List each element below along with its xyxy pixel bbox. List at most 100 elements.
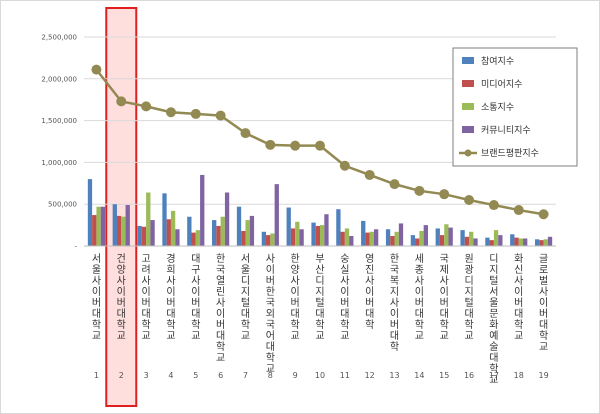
bar bbox=[369, 231, 374, 246]
bar bbox=[290, 228, 296, 246]
bar bbox=[236, 206, 242, 246]
bar bbox=[324, 214, 329, 246]
legend-swatch bbox=[462, 126, 474, 133]
bar bbox=[498, 235, 503, 246]
bar bbox=[141, 226, 147, 246]
bar bbox=[473, 238, 478, 246]
rank-label: 16 bbox=[464, 371, 474, 380]
bar bbox=[100, 206, 106, 246]
bar bbox=[175, 229, 180, 246]
bar bbox=[162, 193, 167, 246]
bar bbox=[116, 215, 122, 246]
line-point bbox=[464, 195, 475, 206]
bar bbox=[534, 239, 540, 246]
rank-label: 2 bbox=[119, 371, 124, 380]
rank-label: 4 bbox=[168, 371, 173, 380]
bar bbox=[415, 238, 420, 246]
line-point bbox=[165, 107, 176, 118]
bar bbox=[336, 209, 341, 246]
legend-label: 브랜드평판지수 bbox=[481, 148, 539, 159]
line-point bbox=[414, 185, 425, 196]
y-tick-label: 500,000 bbox=[48, 201, 77, 209]
bar-series bbox=[87, 174, 553, 246]
legend-swatch bbox=[462, 103, 474, 110]
bar bbox=[195, 230, 201, 246]
bar bbox=[385, 229, 391, 246]
line-point bbox=[116, 96, 127, 107]
bar bbox=[187, 216, 192, 246]
legend-item: 참여지수 bbox=[462, 55, 514, 67]
bar bbox=[121, 216, 126, 246]
bar bbox=[349, 235, 354, 246]
line-point bbox=[190, 108, 201, 119]
bar bbox=[435, 228, 440, 246]
rank-label: 1 bbox=[94, 371, 99, 380]
highlight-box bbox=[105, 7, 138, 407]
bar bbox=[543, 239, 548, 246]
rank-label: 15 bbox=[439, 371, 449, 380]
bar bbox=[295, 221, 300, 246]
rank-label: 14 bbox=[414, 371, 424, 380]
bar bbox=[340, 231, 345, 246]
rank-label: 8 bbox=[268, 371, 273, 380]
bar bbox=[96, 206, 101, 246]
bar bbox=[299, 229, 304, 246]
y-tick-label: 2,500,000 bbox=[41, 34, 77, 42]
rank-label: 13 bbox=[389, 371, 399, 380]
line-point bbox=[215, 110, 226, 121]
rank-label: 5 bbox=[193, 371, 198, 380]
bar bbox=[365, 232, 370, 246]
bar bbox=[518, 238, 524, 246]
line-point bbox=[513, 205, 524, 216]
bar bbox=[216, 225, 221, 246]
rank-label: 7 bbox=[243, 371, 248, 380]
legend-item: 커뮤니티지수 bbox=[462, 125, 531, 136]
bar bbox=[448, 227, 453, 246]
category-labels: 서 울 사 이 버 대 학 교 건 양 사 이 버 대 학 교 고 려 사 이 버 대 학 교 경 희 사 이 버 대 학 교 대 구 사 이 버 대 학 교… bbox=[92, 252, 548, 386]
bar bbox=[510, 234, 515, 246]
line-point bbox=[91, 64, 102, 75]
line-point bbox=[364, 169, 375, 180]
rank-label: 19 bbox=[538, 371, 548, 380]
legend-item: 소통지수 bbox=[462, 102, 514, 113]
legend-item: 미디어지수 bbox=[462, 79, 522, 90]
rank-label: 9 bbox=[293, 371, 298, 380]
bar bbox=[419, 230, 424, 246]
legend-swatch bbox=[462, 57, 474, 64]
line-point bbox=[339, 160, 350, 171]
y-tick-label: 2,000,000 bbox=[41, 75, 77, 83]
bar bbox=[373, 229, 379, 246]
bar bbox=[320, 225, 325, 246]
line-point bbox=[488, 200, 499, 211]
line-point bbox=[389, 179, 400, 190]
rank-labels: 1 2 3 4 5 6 7 8 9 10 11 12 13 14 15 16 17 18 19 bbox=[94, 371, 549, 380]
bar bbox=[286, 207, 291, 246]
legend-label: 참여지수 bbox=[481, 55, 514, 67]
rank-label: 11 bbox=[340, 371, 350, 380]
legend-item: 브랜드평판지수 bbox=[459, 148, 539, 159]
bar bbox=[166, 219, 171, 246]
bar bbox=[469, 231, 474, 246]
line-point bbox=[240, 128, 251, 139]
line-series bbox=[91, 64, 549, 220]
bar bbox=[547, 236, 553, 246]
bar bbox=[150, 220, 155, 246]
line-point bbox=[315, 140, 325, 151]
bar bbox=[224, 192, 230, 246]
line-point bbox=[439, 189, 450, 200]
bar bbox=[344, 228, 350, 246]
line-point bbox=[290, 140, 301, 151]
bar bbox=[361, 220, 366, 246]
